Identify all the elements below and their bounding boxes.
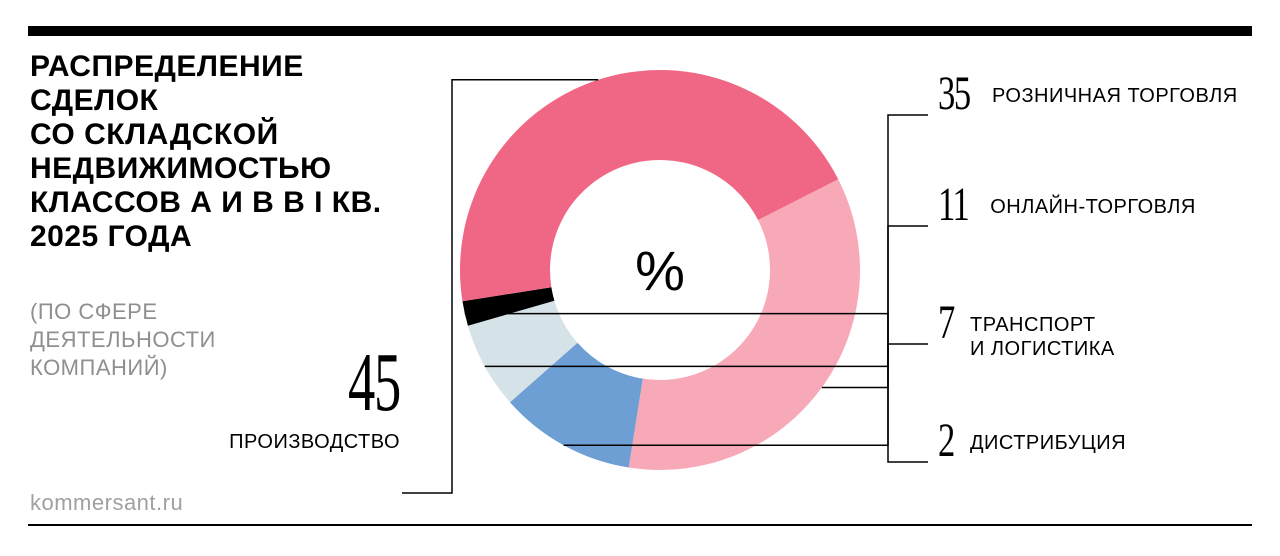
label-manufacturing: ПРОИЗВОДСТВО	[229, 428, 400, 454]
value-online: 11	[938, 185, 968, 225]
label-retail: РОЗНИЧНАЯ ТОРГОВЛЯ	[992, 74, 1238, 108]
callout-distribution: 2 ДИСТРИБУЦИЯ	[938, 421, 1126, 461]
bottom-rule	[28, 524, 1252, 526]
value-manufacturing: 45	[348, 348, 400, 418]
value-distribution: 2	[938, 421, 954, 461]
callout-online: 11 ОНЛАЙН-ТОРГОВЛЯ	[938, 185, 1196, 225]
donut-chart: %	[440, 50, 880, 490]
slice-retail	[629, 179, 860, 470]
label-distribution: ДИСТРИБУЦИЯ	[970, 421, 1126, 455]
value-logistics: 7	[938, 303, 954, 343]
callout-manufacturing: 45 ПРОИЗВОДСТВО	[210, 348, 400, 454]
source-credit: kommersant.ru	[30, 490, 183, 516]
label-logistics: ТРАНСПОРТ И ЛОГИСТИКА	[970, 303, 1170, 361]
callout-retail: 35 РОЗНИЧНАЯ ТОРГОВЛЯ	[938, 74, 1238, 114]
donut-svg	[440, 50, 880, 490]
chart-title: РАСПРЕДЕЛЕНИЕ СДЕЛОК СО СКЛАДСКОЙ НЕДВИЖ…	[30, 50, 390, 254]
value-retail: 35	[938, 74, 970, 114]
callout-logistics: 7 ТРАНСПОРТ И ЛОГИСТИКА	[938, 303, 1170, 361]
top-rule	[28, 26, 1252, 36]
label-online: ОНЛАЙН-ТОРГОВЛЯ	[990, 185, 1196, 219]
